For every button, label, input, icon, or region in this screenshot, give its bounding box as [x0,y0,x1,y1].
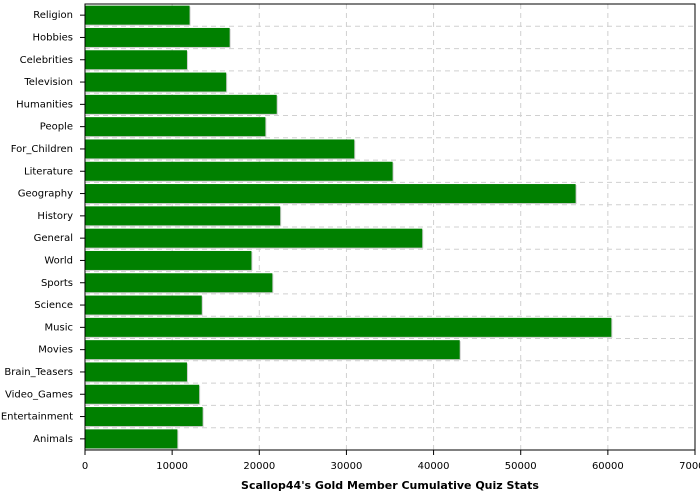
y-tick-label: Religion [33,10,73,21]
y-tick-label: Humanities [16,99,73,110]
y-tick-label: Celebrities [20,55,73,66]
x-tick-label: 40000 [418,461,450,472]
y-tick-label: Video_Games [5,389,73,400]
x-tick-label: 50000 [505,461,537,472]
bar [85,384,200,404]
bar [85,429,178,449]
y-tick-label: Animals [33,434,73,445]
y-tick-label: People [40,122,73,133]
x-tick-label: 30000 [331,461,363,472]
bar [85,228,423,248]
y-tick-label: Literature [24,166,73,177]
x-tick-label: 20000 [243,461,275,472]
y-tick-label: Music [45,322,73,333]
y-tick-label: For_Children [11,144,73,155]
x-tick-label: 70000 [679,461,700,472]
y-tick-label: Sports [41,278,73,289]
y-tick-label: Television [23,77,73,88]
y-tick-label: Entertainment [1,412,73,423]
y-tick-label: Brain_Teasers [4,367,73,378]
bar [85,72,227,92]
bar [85,340,460,360]
bar [85,407,203,427]
y-tick-label: Science [34,300,73,311]
bar [85,362,187,382]
bar [85,161,393,181]
y-tick-label: Geography [18,189,73,200]
y-tick-label: Movies [38,345,73,356]
bar [85,94,277,114]
bar [85,295,202,315]
bar [85,317,612,337]
y-tick-label: Hobbies [33,32,73,43]
x-tick-label: 10000 [156,461,188,472]
bar [85,50,187,70]
bar [85,250,252,270]
x-tick-label: 0 [82,461,88,472]
y-tick-label: World [44,255,73,266]
bar [85,117,266,137]
plot-border [84,3,696,451]
y-tick-label: History [37,211,73,222]
bar [85,139,355,159]
bar [85,27,230,47]
bar [85,5,190,25]
y-tick-label: General [34,233,73,244]
x-axis-label: Scallop44's Gold Member Cumulative Quiz … [241,479,539,492]
x-tick-label: 60000 [592,461,624,472]
bar [85,273,273,293]
bar [85,184,576,204]
bar [85,206,281,226]
